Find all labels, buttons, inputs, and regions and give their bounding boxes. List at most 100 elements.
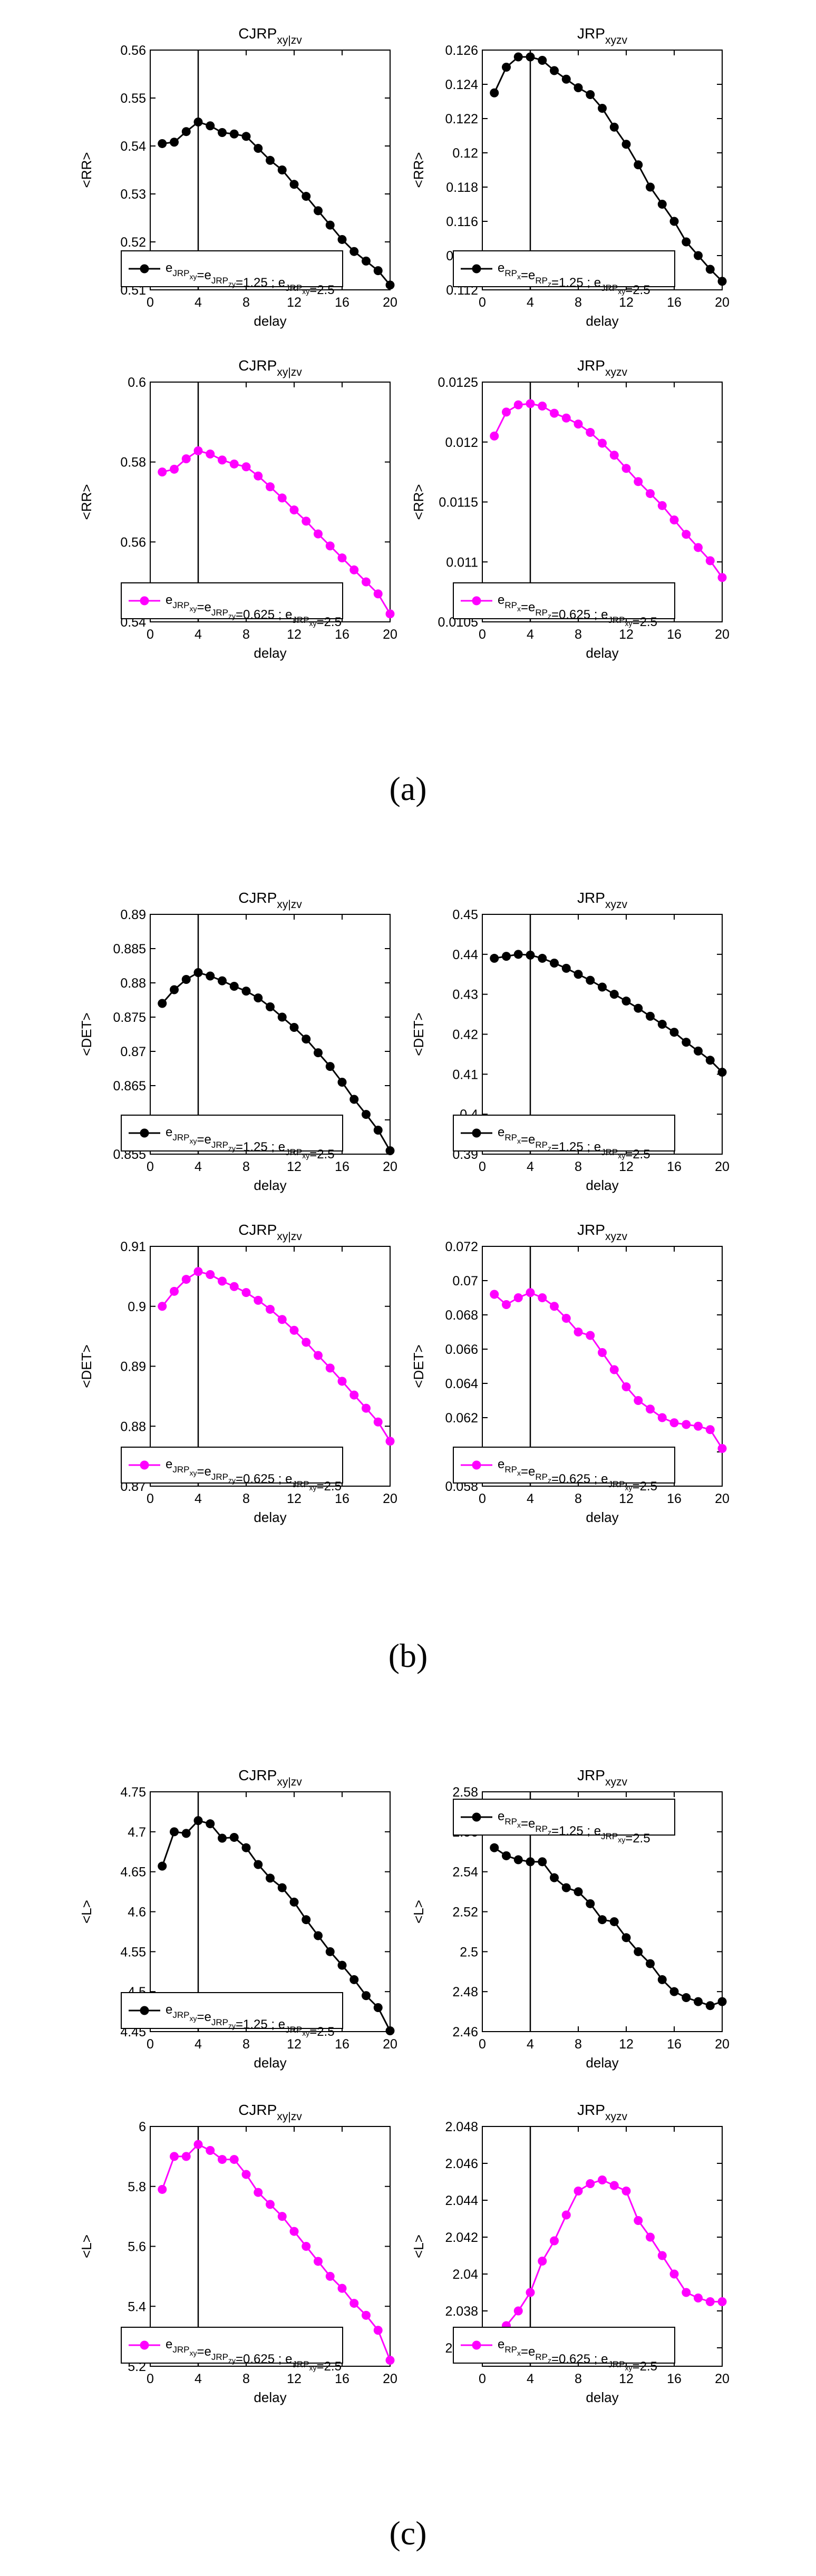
data-point bbox=[337, 1960, 347, 1970]
data-point bbox=[314, 206, 323, 216]
data-point bbox=[170, 1286, 179, 1296]
data-point bbox=[218, 2155, 227, 2164]
x-tick-label: 16 bbox=[335, 1159, 349, 1174]
data-point bbox=[526, 2288, 535, 2297]
data-point bbox=[598, 104, 607, 113]
x-tick-label: 8 bbox=[242, 295, 250, 310]
x-tick-label: 12 bbox=[287, 1159, 302, 1174]
data-point bbox=[609, 2181, 619, 2190]
data-point bbox=[646, 182, 655, 192]
y-tick-label: 0.116 bbox=[446, 214, 478, 229]
data-point bbox=[490, 953, 499, 963]
data-point bbox=[657, 1020, 667, 1029]
x-tick-label: 0 bbox=[479, 1491, 486, 1506]
data-point bbox=[325, 1062, 335, 1071]
data-point bbox=[158, 2184, 167, 2194]
x-axis-label: delay bbox=[586, 645, 618, 661]
legend: eJRPxy=eJRPzy=1.25 ; eJRPxy=2.5 bbox=[121, 250, 343, 297]
y-tick-label: 0.012 bbox=[445, 435, 478, 450]
data-point bbox=[349, 1095, 359, 1104]
data-point bbox=[634, 160, 643, 170]
y-tick-label: 0.064 bbox=[445, 1377, 478, 1391]
x-tick-label: 8 bbox=[242, 1159, 250, 1174]
data-point bbox=[218, 128, 227, 138]
data-point bbox=[574, 419, 583, 429]
data-point bbox=[218, 976, 227, 985]
data-point bbox=[277, 1883, 287, 1892]
x-tick-label: 0 bbox=[479, 2037, 486, 2052]
data-point bbox=[621, 2187, 631, 2196]
x-tick-label: 4 bbox=[195, 627, 202, 642]
y-tick-label: 6 bbox=[139, 2120, 146, 2134]
data-point bbox=[669, 1028, 679, 1037]
data-point bbox=[502, 407, 511, 417]
y-tick-label: 2.042 bbox=[445, 2230, 478, 2245]
data-point bbox=[574, 970, 583, 979]
y-tick-label: 0.89 bbox=[120, 1360, 146, 1374]
data-point bbox=[502, 1300, 511, 1309]
panel-label-a: (a) bbox=[389, 770, 427, 807]
data-point bbox=[289, 1325, 299, 1335]
data-point bbox=[598, 982, 607, 992]
x-tick-label: 12 bbox=[619, 1491, 634, 1506]
legend-text: eRPx=eRPz=0.625 ; eJRPxy=2.5 bbox=[498, 1457, 657, 1494]
data-point bbox=[266, 2200, 275, 2209]
data-point bbox=[694, 1997, 703, 2006]
data-point bbox=[705, 556, 715, 565]
data-point bbox=[362, 256, 371, 266]
y-tick-label: 0.07 bbox=[452, 1274, 478, 1289]
legend-text: eRPx=eRPz=1.25 ; eJRPxy=2.5 bbox=[498, 1809, 650, 1846]
y-tick-label: 0.062 bbox=[445, 1411, 478, 1426]
x-tick-label: 12 bbox=[619, 1159, 634, 1174]
chart-title: CJRPxy|zv bbox=[238, 1222, 302, 1243]
data-point bbox=[158, 999, 167, 1008]
chart-title: JRPxyzv bbox=[577, 357, 627, 378]
legend-text: eJRPxy=eJRPzy=0.625 ; eJRPxy=2.5 bbox=[166, 1457, 342, 1494]
legend-text: eJRPxy=eJRPzy=1.25 ; eJRPxy=2.5 bbox=[166, 2003, 335, 2039]
data-point bbox=[598, 2175, 607, 2184]
data-point bbox=[609, 1917, 619, 1926]
x-tick-label: 8 bbox=[575, 295, 582, 310]
x-tick-label: 8 bbox=[575, 2372, 582, 2386]
data-point bbox=[561, 2210, 571, 2220]
x-tick-label: 20 bbox=[383, 627, 397, 642]
x-axis-label: delay bbox=[586, 313, 618, 329]
x-axis-label: delay bbox=[586, 2389, 618, 2405]
x-tick-label: 16 bbox=[335, 295, 349, 310]
y-tick-label: 0.41 bbox=[452, 1067, 478, 1082]
data-point bbox=[550, 66, 559, 75]
data-point bbox=[598, 438, 607, 448]
data-point bbox=[574, 2187, 583, 2196]
chart-title: JRPxyzv bbox=[577, 890, 627, 911]
data-point bbox=[574, 1887, 583, 1897]
data-point bbox=[526, 1288, 535, 1297]
data-point bbox=[289, 1897, 299, 1907]
data-point bbox=[266, 1002, 275, 1011]
data-point bbox=[181, 2152, 191, 2161]
y-tick-label: 0.6 bbox=[128, 375, 146, 390]
y-tick-label: 0.12 bbox=[452, 146, 478, 161]
y-axis-label: <L> bbox=[79, 2235, 94, 2258]
data-point bbox=[646, 489, 655, 499]
data-point bbox=[586, 428, 595, 437]
data-point bbox=[229, 2155, 239, 2164]
data-point bbox=[373, 2326, 383, 2335]
y-tick-label: 2.048 bbox=[445, 2120, 478, 2134]
chart-b2: JRPxyzv0481216200.390.40.410.420.430.440… bbox=[411, 890, 730, 1193]
data-point bbox=[621, 140, 631, 149]
legend-text: eRPx=eRPz=1.25 ; eJRPxy=2.5 bbox=[498, 261, 650, 297]
legend: eJRPxy=eJRPzy=0.625 ; eJRPxy=2.5 bbox=[121, 582, 343, 629]
y-axis-label: <DET> bbox=[411, 1012, 426, 1056]
legend-marker bbox=[140, 2340, 149, 2350]
data-point bbox=[349, 247, 359, 256]
data-point bbox=[634, 477, 643, 486]
legend-text: eJRPxy=eJRPzy=1.25 ; eJRPxy=2.5 bbox=[166, 1125, 335, 1162]
x-axis-label: delay bbox=[254, 313, 286, 329]
x-axis-label: delay bbox=[254, 645, 286, 661]
axes-frame bbox=[150, 382, 391, 622]
chart-title: JRPxyzv bbox=[577, 1222, 627, 1243]
x-tick-label: 8 bbox=[575, 627, 582, 642]
legend-text: eJRPxy=eJRPzy=0.625 ; eJRPxy=2.5 bbox=[166, 2337, 342, 2374]
legend: eRPx=eRPz=0.625 ; eJRPxy=2.5 bbox=[453, 1447, 675, 1494]
y-tick-label: 0.068 bbox=[445, 1308, 478, 1323]
